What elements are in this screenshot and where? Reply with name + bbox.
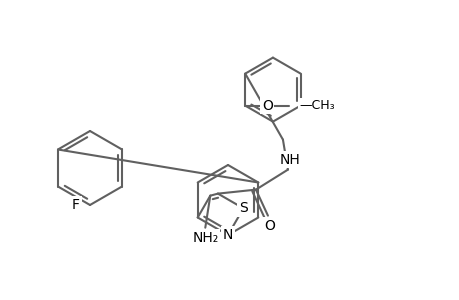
Text: O: O — [261, 99, 272, 112]
Text: F: F — [72, 198, 80, 212]
Text: N: N — [222, 228, 233, 242]
Text: S: S — [239, 201, 247, 215]
Text: NH₂: NH₂ — [192, 231, 218, 245]
Text: —CH₃: —CH₃ — [298, 99, 334, 112]
Text: O: O — [264, 219, 275, 232]
Text: NH: NH — [279, 153, 300, 166]
